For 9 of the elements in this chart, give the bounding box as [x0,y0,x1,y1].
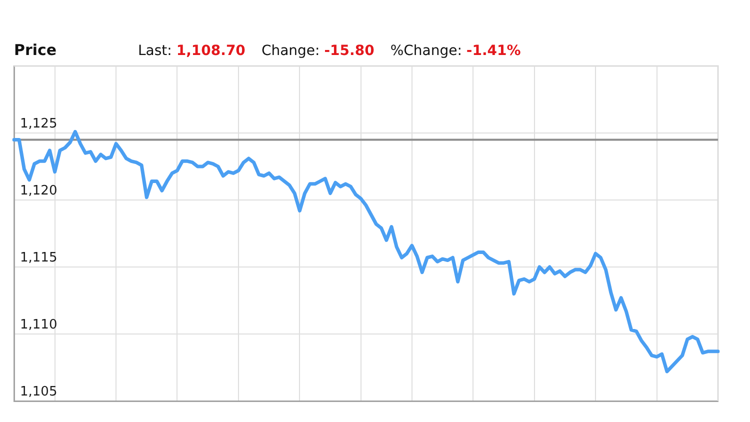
text: Change: -15.80 [261,43,374,59]
y-tick-label: 1,115 [20,250,58,266]
y-tick-label: 1,110 [20,317,58,332]
chart-title: Price [14,41,58,59]
y-tick-label: 1,125 [20,116,58,132]
y-tick-label: 1,105 [20,384,58,400]
text: %Change: -1.41% [390,43,521,59]
y-tick-label: 1,120 [20,183,58,198]
text: Last: 1,108.70 [138,43,246,59]
